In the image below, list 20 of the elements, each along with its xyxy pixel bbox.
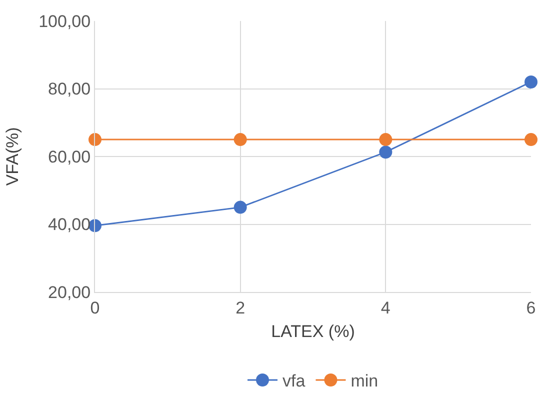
- x-tick-label: 6: [526, 298, 536, 318]
- y-tick-label: 100,00: [38, 12, 91, 31]
- legend-label: min: [350, 372, 378, 391]
- point: [88, 133, 102, 146]
- point: [234, 133, 247, 146]
- x-tick-label: 0: [90, 298, 100, 318]
- y-tick-label: 60,00: [48, 147, 91, 166]
- legend-label: vfa: [282, 372, 306, 391]
- y-tick-label: 20,00: [48, 282, 91, 302]
- x-axis-title: LATEX (%): [271, 322, 355, 341]
- point: [234, 200, 247, 214]
- x-tick-label: 4: [380, 298, 390, 318]
- point: [524, 75, 538, 88]
- point: [379, 146, 392, 159]
- y-tick-label: 40,00: [48, 215, 91, 234]
- x-tick-label: 2: [236, 298, 246, 318]
- y-tick-label: 80,00: [48, 80, 91, 99]
- point: [379, 133, 392, 146]
- point: [524, 133, 538, 146]
- y-axis-title: VFA(%): [3, 127, 22, 186]
